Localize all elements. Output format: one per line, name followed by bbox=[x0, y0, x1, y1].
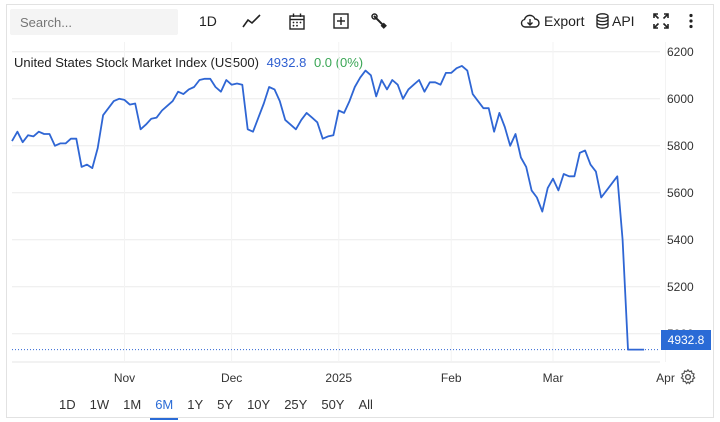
range-button-6m[interactable]: 6M bbox=[148, 393, 180, 420]
y-tick-label: 6000 bbox=[667, 92, 694, 106]
range-button-25y[interactable]: 25Y bbox=[284, 397, 308, 412]
api-button[interactable]: API bbox=[596, 10, 635, 32]
tools-button[interactable] bbox=[371, 10, 387, 32]
range-button-1y[interactable]: 1Y bbox=[187, 397, 204, 412]
x-tick-label: Feb bbox=[441, 371, 462, 385]
add-icon bbox=[333, 13, 349, 29]
range-button-50y[interactable]: 50Y bbox=[321, 397, 345, 412]
range-button-10y[interactable]: 10Y bbox=[247, 397, 271, 412]
export-button[interactable]: Export bbox=[520, 10, 584, 32]
range-button-5y[interactable]: 5Y bbox=[217, 397, 234, 412]
x-tick-label: 2025 bbox=[325, 371, 352, 385]
interval-label: 1D bbox=[199, 13, 217, 29]
y-tick-label: 6200 bbox=[667, 45, 694, 59]
current-price-tag: 4932.8 bbox=[661, 330, 711, 350]
calendar-button[interactable] bbox=[289, 10, 305, 32]
range-button-all[interactable]: All bbox=[358, 397, 373, 412]
interval-button[interactable]: 1D bbox=[199, 10, 217, 32]
toolbar: 1D bbox=[0, 0, 720, 40]
chart-type-button[interactable] bbox=[242, 10, 262, 32]
x-tick-label: Mar bbox=[543, 371, 564, 385]
more-options-button[interactable] bbox=[688, 10, 694, 32]
range-button-1d[interactable]: 1D bbox=[59, 397, 76, 412]
more-vertical-icon bbox=[689, 13, 693, 29]
y-tick-label: 5800 bbox=[667, 139, 694, 153]
search-input[interactable] bbox=[10, 9, 178, 35]
x-tick-label: Dec bbox=[221, 371, 242, 385]
calendar-icon bbox=[289, 13, 305, 30]
range-button-1w[interactable]: 1W bbox=[89, 397, 110, 412]
y-tick-label: 5200 bbox=[667, 280, 694, 294]
gear-icon[interactable] bbox=[680, 369, 696, 385]
tools-icon bbox=[371, 13, 387, 29]
line-chart-icon bbox=[242, 14, 261, 28]
last-value: 4932.8 bbox=[266, 55, 307, 70]
range-selector: 1D 1W 1M 6M 1Y 5Y 10Y 25Y 50Y All bbox=[52, 393, 380, 420]
series-line bbox=[11, 65, 645, 351]
chart-title-row: United States Stock Market Index (US500)… bbox=[14, 55, 363, 70]
api-label: API bbox=[612, 13, 635, 29]
cloud-download-icon bbox=[520, 14, 540, 28]
add-indicator-button[interactable] bbox=[333, 10, 349, 32]
database-icon bbox=[596, 13, 609, 29]
chart-title: United States Stock Market Index (US500) bbox=[14, 55, 259, 70]
chart-frame bbox=[6, 4, 714, 418]
x-tick-label: Nov bbox=[114, 371, 135, 385]
export-label: Export bbox=[544, 13, 585, 29]
y-tick-label: 5400 bbox=[667, 233, 694, 247]
fullscreen-button[interactable] bbox=[653, 10, 669, 32]
x-tick-label: Apr bbox=[656, 371, 675, 385]
y-tick-label: 5600 bbox=[667, 186, 694, 200]
expand-icon bbox=[653, 13, 669, 29]
range-button-1m[interactable]: 1M bbox=[123, 397, 142, 412]
